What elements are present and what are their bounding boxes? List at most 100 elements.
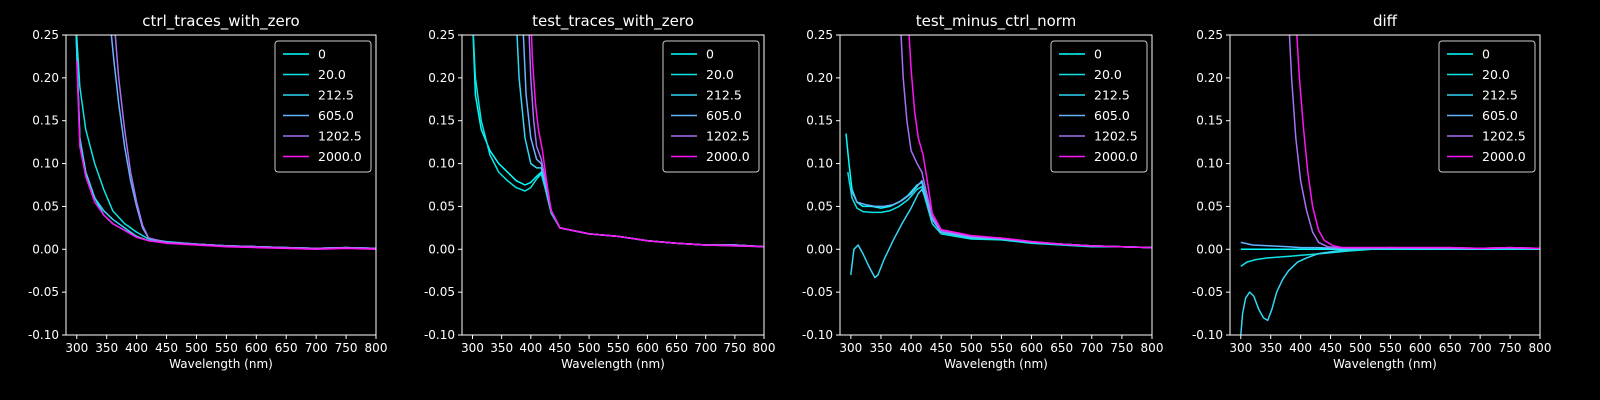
x-tick-label: 500 xyxy=(960,341,983,355)
y-tick-label: -0.10 xyxy=(424,328,455,342)
x-tick-label: 650 xyxy=(1439,341,1462,355)
y-tick-label: 0.00 xyxy=(1196,242,1223,256)
x-tick-label: 550 xyxy=(215,341,238,355)
y-tick-label: 0.15 xyxy=(1196,114,1223,128)
y-tick-label: 0.20 xyxy=(428,71,455,85)
x-tick-label: 600 xyxy=(1409,341,1432,355)
x-tick-label: 700 xyxy=(1080,341,1103,355)
x-tick-label: 800 xyxy=(753,341,776,355)
y-tick-label: 0.10 xyxy=(1196,157,1223,171)
legend: 0 20.0 212.5 605.0 1202.5 2000.0 xyxy=(1438,40,1536,173)
y-tick-label: 0.05 xyxy=(428,199,455,213)
x-tick-label: 400 xyxy=(125,341,148,355)
x-tick-label: 650 xyxy=(275,341,298,355)
series-line-1202.5 xyxy=(114,35,376,250)
x-tick-label: 600 xyxy=(636,341,659,355)
legend-label: 212.5 xyxy=(1482,88,1518,103)
legend-label: 0 xyxy=(706,47,714,62)
x-tick-label: 550 xyxy=(1379,341,1402,355)
series-line-2000.0 xyxy=(76,60,376,251)
x-tick-label: 700 xyxy=(305,341,328,355)
y-tick-label: -0.05 xyxy=(802,285,833,299)
y-tick-label: -0.10 xyxy=(1192,328,1223,342)
legend-label: 1202.5 xyxy=(318,129,362,144)
legend-label: 212.5 xyxy=(706,88,742,103)
chart-title: diff xyxy=(1373,12,1398,30)
y-tick-label: 0.15 xyxy=(428,114,455,128)
series-line-2000.0 xyxy=(908,35,1152,249)
chart-panel-2: 300 350 400 450 500 550 600 650 700 750 800 -0.10 -0… xyxy=(424,12,776,371)
y-tick-label: 0.00 xyxy=(32,242,59,256)
y-tick-label: -0.10 xyxy=(802,328,833,342)
y-tick-label: 0.20 xyxy=(806,71,833,85)
legend-label: 212.5 xyxy=(318,88,354,103)
x-tick-label: 300 xyxy=(839,341,862,355)
y-tick-label: 0.15 xyxy=(806,114,833,128)
legend: 0 20.0 212.5 605.0 1202.5 2000.0 xyxy=(662,40,760,173)
y-tick-label: -0.05 xyxy=(28,285,59,299)
axes-frame xyxy=(1229,34,1541,336)
legend-label: 605.0 xyxy=(706,108,742,123)
chart-panel-3: 300 350 400 450 500 550 600 650 700 750 800 -0.10 -0… xyxy=(802,12,1164,371)
y-tick-label: 0.25 xyxy=(428,28,455,42)
series-line-20.0 xyxy=(1240,247,1540,268)
x-tick-label: 600 xyxy=(245,341,268,355)
plot-area xyxy=(1240,35,1540,335)
legend-label: 2000.0 xyxy=(318,149,362,164)
series-line-2000.0 xyxy=(530,35,764,248)
legend-label: 20.0 xyxy=(1482,67,1510,82)
axes-frame xyxy=(461,34,765,336)
legend-label: 2000.0 xyxy=(706,149,750,164)
series-line-212.5 xyxy=(1240,247,1540,335)
plot-area xyxy=(845,35,1152,279)
legend-label: 0 xyxy=(1094,47,1102,62)
y-tick-label: 0.10 xyxy=(32,157,59,171)
y-tick-label: 0.25 xyxy=(1196,28,1223,42)
legend-label: 1202.5 xyxy=(1482,129,1526,144)
legend-label: 20.0 xyxy=(706,67,734,82)
x-tick-label: 350 xyxy=(95,341,118,355)
x-tick-label: 800 xyxy=(1529,341,1552,355)
x-tick-label: 400 xyxy=(519,341,542,355)
legend-label: 2000.0 xyxy=(1482,149,1526,164)
axes-frame xyxy=(839,34,1153,336)
x-tick-label: 500 xyxy=(1349,341,1372,355)
x-tick-label: 450 xyxy=(930,341,953,355)
x-tick-label: 650 xyxy=(665,341,688,355)
x-tick-label: 300 xyxy=(461,341,484,355)
legend-label: 605.0 xyxy=(318,108,354,123)
axes-frame xyxy=(65,34,377,336)
chart-panel-4: 300 350 400 450 500 550 600 650 700 750 800 -0.10 -0… xyxy=(1192,12,1552,371)
y-tick-label: 0.25 xyxy=(806,28,833,42)
x-tick-label: 300 xyxy=(65,341,88,355)
legend-label: 0 xyxy=(1482,47,1490,62)
legend: 0 20.0 212.5 605.0 1202.5 2000.0 xyxy=(1050,40,1148,173)
x-tick-label: 800 xyxy=(365,341,388,355)
chart-panel-1: 300 350 400 450 500 550 600 650 700 750 800 -0.10 -0… xyxy=(28,12,388,371)
legend-label: 212.5 xyxy=(1094,88,1130,103)
series-line-20.0 xyxy=(847,171,1152,249)
legend-label: 1202.5 xyxy=(1094,129,1138,144)
legend-label: 20.0 xyxy=(318,67,346,82)
x-tick-label: 750 xyxy=(335,341,358,355)
y-tick-label: 0.00 xyxy=(806,242,833,256)
x-tick-label: 450 xyxy=(155,341,178,355)
x-tick-label: 800 xyxy=(1141,341,1164,355)
legend-label: 1202.5 xyxy=(706,129,750,144)
legend-label: 605.0 xyxy=(1094,108,1130,123)
y-tick-label: 0.10 xyxy=(806,157,833,171)
x-tick-label: 500 xyxy=(185,341,208,355)
legend: 0 20.0 212.5 605.0 1202.5 2000.0 xyxy=(274,40,372,173)
y-tick-label: 0.00 xyxy=(428,242,455,256)
x-tick-label: 350 xyxy=(490,341,513,355)
legend-label: 0 xyxy=(318,47,326,62)
y-tick-label: 0.25 xyxy=(32,28,59,42)
x-axis-label: Wavelength (nm) xyxy=(944,357,1048,371)
x-axis-label: Wavelength (nm) xyxy=(169,357,273,371)
y-tick-label: 0.05 xyxy=(32,199,59,213)
x-tick-label: 400 xyxy=(1289,341,1312,355)
chart-title: test_minus_ctrl_norm xyxy=(916,12,1077,31)
y-tick-label: 0.15 xyxy=(32,114,59,128)
x-axis-label: Wavelength (nm) xyxy=(561,357,665,371)
x-tick-label: 750 xyxy=(723,341,746,355)
